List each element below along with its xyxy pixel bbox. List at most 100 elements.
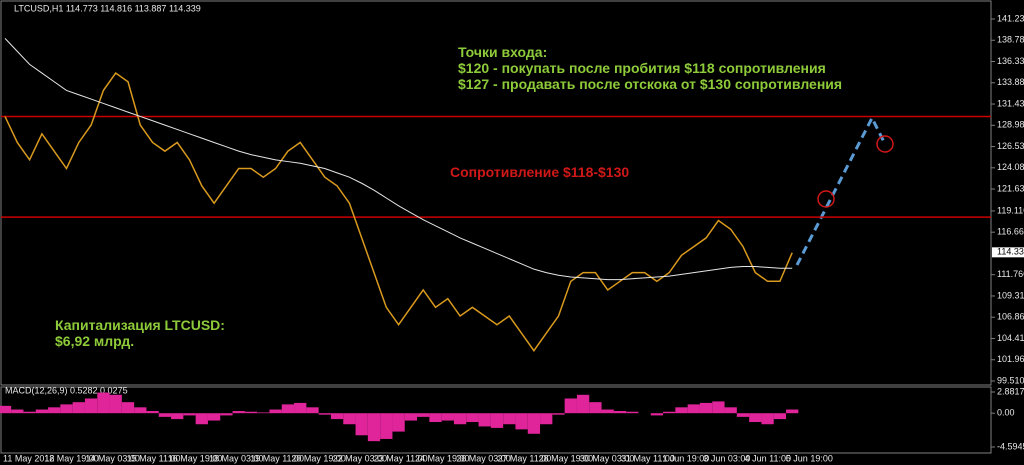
- macd-bar: [195, 413, 208, 425]
- macd-bar: [749, 413, 762, 423]
- macd-bar: [761, 413, 774, 425]
- y-tick-label: 124.080: [997, 162, 1024, 172]
- macd-bar: [244, 411, 258, 414]
- y-tick-label: 109.310: [997, 290, 1024, 300]
- macd-bar: [417, 413, 430, 417]
- macd-bar: [441, 413, 454, 421]
- macd-bar: [84, 398, 98, 414]
- macd-bar: [281, 404, 295, 414]
- macd-bar: [589, 402, 602, 414]
- y-tick-label: 104.410: [997, 333, 1024, 343]
- last-price-label: 114.339: [997, 247, 1024, 257]
- resistance-annotation: Сопротивление $118-$130: [450, 164, 629, 180]
- macd-bar: [183, 413, 196, 416]
- x-tick-label: 12 May 19:00: [44, 453, 99, 463]
- x-tick-label: 30 May 03:00: [580, 453, 635, 463]
- x-tick-label: 3 Jun 03:00: [703, 453, 750, 463]
- macd-bar: [663, 411, 676, 414]
- y-tick-label: 136.330: [997, 56, 1024, 66]
- macd-bar: [392, 413, 405, 432]
- entry-line: $120 - покупать после пробития $118 сопр…: [458, 60, 826, 76]
- y-tick-label: 101.960: [997, 354, 1024, 364]
- x-tick-label: 23 May 11:00: [374, 453, 428, 463]
- macd-bar: [97, 392, 110, 414]
- macd-bar: [540, 413, 553, 425]
- y-tick-label: 128.980: [997, 120, 1024, 130]
- macd-bar: [306, 407, 319, 414]
- x-tick-label: 1 Jun 19:00: [662, 453, 709, 463]
- macd-frame: [0, 386, 992, 454]
- x-tick-label: 15 May 11:00: [127, 453, 181, 463]
- buy-circle: [817, 190, 835, 208]
- x-tick-label: 31 May 11:00: [621, 453, 675, 463]
- macd-tick-label: 2.8817: [997, 386, 1024, 396]
- cap-annotation: $6,92 млрд.: [55, 333, 134, 349]
- y-tick-label: 141.230: [997, 13, 1024, 23]
- y-tick-label: 121.630: [997, 183, 1024, 193]
- macd-bar: [294, 402, 307, 414]
- macd-bar: [773, 413, 787, 420]
- x-tick-label: 22 May 03:00: [333, 453, 388, 463]
- y-tick-label: 138.780: [997, 35, 1024, 45]
- entry-line: $127 - продавать после отскока от $130 с…: [458, 76, 842, 92]
- y-tick-label: 99.510: [997, 375, 1024, 385]
- macd-bar: [0, 405, 12, 414]
- macd-bar: [48, 407, 61, 414]
- macd-bar: [23, 411, 36, 414]
- macd-bar: [626, 411, 639, 414]
- macd-bar: [343, 413, 356, 425]
- x-tick-label: 19 May 11:00: [250, 453, 304, 463]
- macd-bar: [171, 413, 184, 420]
- sell-circle: [876, 135, 894, 153]
- macd-bar: [650, 413, 664, 416]
- y-tick-label: 133.880: [997, 77, 1024, 87]
- x-tick-label: 24 May 19:00: [415, 453, 470, 463]
- x-tick-label: 28 May 19:00: [539, 453, 594, 463]
- macd-bar: [220, 413, 233, 416]
- price-line: [4, 38, 793, 281]
- y-tick-label: 116.660: [997, 227, 1024, 237]
- macd-bar: [552, 413, 565, 415]
- macd-bar: [724, 407, 737, 414]
- macd-bar: [134, 407, 147, 414]
- macd-tick-label: 0.00: [997, 408, 1015, 418]
- x-tick-label: 16 May 19:00: [168, 453, 223, 463]
- entry-annotation: Точки входа: $120 - покупать после проби…: [458, 44, 842, 92]
- x-tick-label: 11 May 2018: [3, 453, 54, 463]
- macd-bar: [269, 409, 282, 414]
- macd-bar: [515, 413, 528, 430]
- macd-bar: [330, 413, 344, 420]
- macd-bar: [121, 402, 135, 414]
- macd-bar: [490, 413, 504, 428]
- macd-bar: [355, 413, 368, 436]
- macd-bar: [207, 413, 221, 421]
- x-tick-label: 14 May 03:00: [85, 453, 140, 463]
- macd-bar: [675, 407, 688, 414]
- macd-bar: [601, 409, 614, 414]
- macd-bar: [564, 398, 577, 414]
- macd-bar: [158, 413, 172, 417]
- macd-bar: [232, 410, 245, 414]
- projection: [795, 114, 886, 266]
- macd-bar: [466, 413, 479, 423]
- x-tick-label: 4 Jun 11:00: [745, 453, 791, 463]
- macd-bar: [257, 412, 270, 414]
- macd-tick-label: -4.5945: [997, 441, 1024, 451]
- x-tick-label: 27 May 11:00: [497, 453, 551, 463]
- chart-title: LTCUSD,H1 114.773 114.816 113.887 114.33…: [14, 3, 201, 13]
- macd-label: MACD(12,26,9) 0.5282 0.0275: [5, 385, 128, 395]
- macd-bar: [367, 413, 381, 442]
- macd-bar: [146, 410, 159, 414]
- x-tick-label: 18 May 03:00: [209, 453, 264, 463]
- main-frame: [0, 0, 992, 386]
- macd-bar: [699, 402, 713, 414]
- macd-bar: [527, 413, 541, 434]
- y-tick-label: 106.860: [997, 312, 1024, 322]
- macd-bar: [687, 404, 700, 414]
- macd-bar: [35, 409, 49, 414]
- y-tick-label: 119.110: [997, 205, 1024, 215]
- macd-bar: [380, 413, 393, 439]
- x-tick-label: 26 May 03:00: [456, 453, 511, 463]
- cap-annotation: Капитализация LTCUSD:: [55, 317, 225, 333]
